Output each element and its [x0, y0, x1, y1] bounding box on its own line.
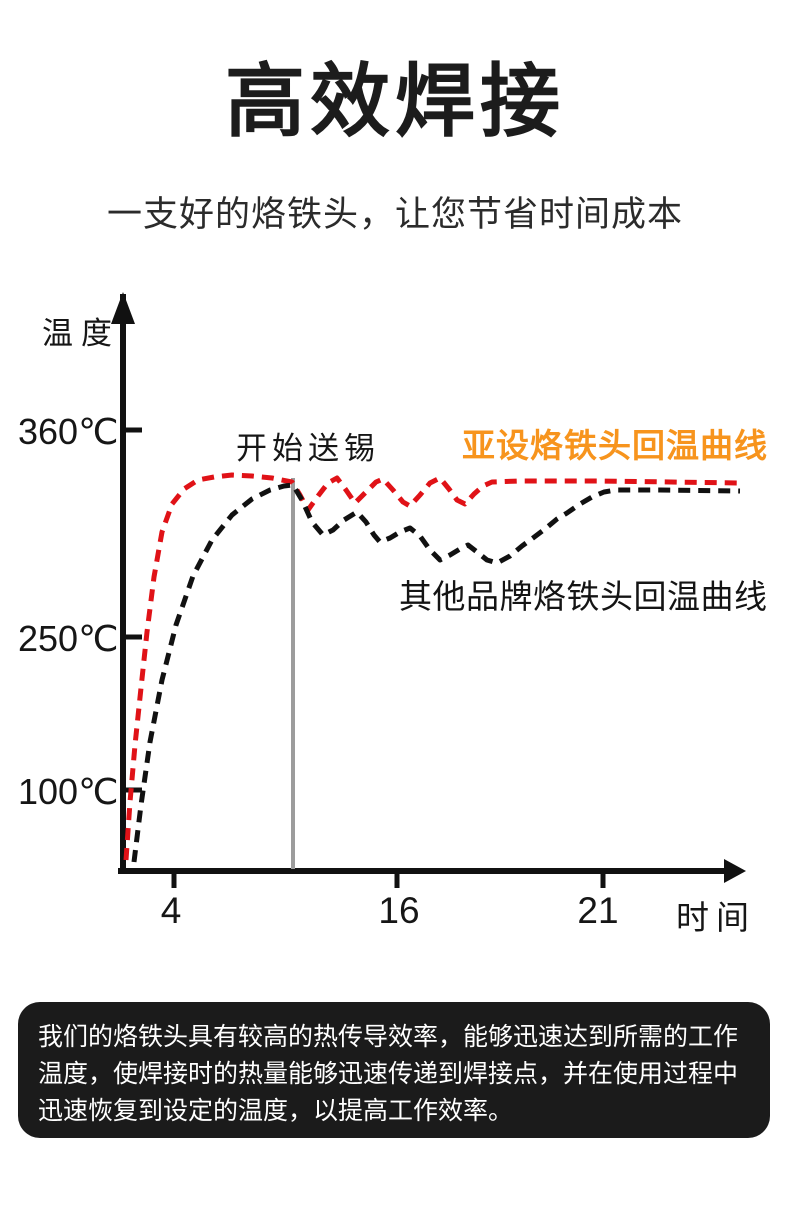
- page-title: 高效焊接: [225, 57, 565, 146]
- y-tick-label-100: 100℃: [18, 771, 119, 812]
- other-brand-curve: [131, 482, 741, 863]
- footer-description-box: 我们的烙铁头具有较高的热传导效率，能够迅速达到所需的工作温度，使焊接时的热量能够…: [18, 1002, 770, 1138]
- temperature-chart: 温度 360℃ 250℃ 100℃ 开始送锡 亚设烙铁头回温曲线 其他品牌烙铁头…: [0, 280, 790, 960]
- solder-start-annotation: 开始送锡: [236, 431, 380, 466]
- x-axis-title: 时间: [676, 899, 756, 936]
- y-tick-label-360: 360℃: [18, 411, 119, 452]
- curve-layer: [123, 472, 741, 863]
- x-tick-label-16: 16: [378, 890, 420, 931]
- axes: [111, 292, 746, 888]
- footer-description-text: 我们的烙铁头具有较高的热传导效率，能够迅速达到所需的工作温度，使焊接时的热量能够…: [38, 1023, 739, 1125]
- x-tick-label-4: 4: [160, 890, 182, 931]
- y-tick-label-250: 250℃: [18, 618, 119, 659]
- page-subtitle: 一支好的烙铁头，让您节省时间成本: [106, 195, 683, 234]
- x-tick-label-21: 21: [577, 890, 619, 931]
- y-axis-arrow-icon: [111, 292, 135, 324]
- y-axis-title: 温度: [42, 316, 120, 351]
- chart-svg: [111, 292, 746, 888]
- legend-other-brand-curve: 其他品牌烙铁头回温曲线: [399, 578, 768, 615]
- yashe-curve: [123, 472, 741, 861]
- x-axis-arrow-icon: [724, 859, 746, 883]
- legend-yashe-curve: 亚设烙铁头回温曲线: [462, 427, 768, 464]
